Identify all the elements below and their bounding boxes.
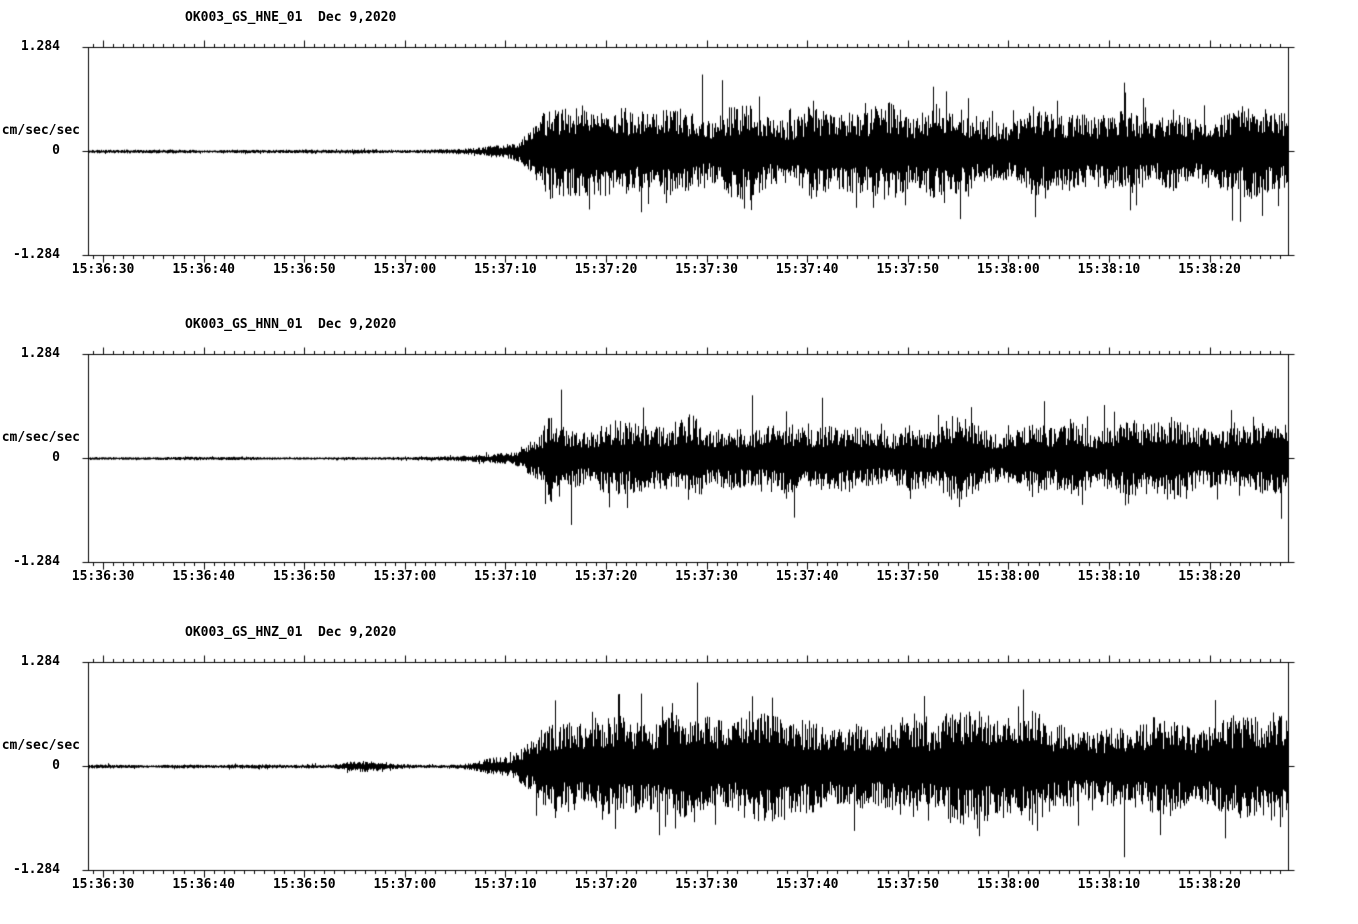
- x-tick-label: 15:37:20: [574, 569, 638, 584]
- x-tick-label: 15:37:20: [574, 877, 638, 892]
- y-axis-zero-label: 0: [52, 143, 60, 158]
- x-tick-label: 15:37:10: [474, 569, 537, 584]
- x-tick-label: 15:36:40: [172, 262, 235, 277]
- x-tick-label: 15:37:50: [876, 262, 940, 277]
- y-axis-max-label: 1.284: [20, 39, 60, 54]
- x-tick-label: 15:37:00: [373, 262, 437, 277]
- x-tick-label: 15:36:30: [71, 262, 135, 277]
- x-tick-label: 15:36:50: [272, 569, 336, 584]
- x-tick-label: 15:37:20: [574, 262, 638, 277]
- y-axis-unit-label: cm/sec/sec: [1, 430, 80, 445]
- seismogram-panel-hne: OK003_GS_HNE_01 Dec 9,2020 1.284 cm/sec/se…: [0, 5, 1358, 285]
- x-tick-label: 15:37:40: [775, 877, 839, 892]
- x-tick-label: 15:38:10: [1077, 569, 1141, 584]
- y-axis-min-label: -1.284: [13, 862, 60, 877]
- x-tick-label: 15:36:50: [272, 877, 336, 892]
- seismogram-panel-hnn: OK003_GS_HNN_01 Dec 9,2020 1.284 cm/sec/se…: [0, 312, 1358, 592]
- x-tick-label: 15:37:40: [775, 262, 839, 277]
- x-tick-label: 15:38:00: [977, 569, 1040, 584]
- x-tick-label: 15:38:20: [1178, 262, 1241, 277]
- y-axis-min-label: -1.284: [13, 554, 60, 569]
- x-tick-label: 15:37:50: [876, 877, 940, 892]
- y-axis-unit-label: cm/sec/sec: [1, 738, 80, 753]
- seismogram-panel-hnz: OK003_GS_HNZ_01 Dec 9,2020 1.284 cm/sec/se…: [0, 620, 1358, 900]
- panel-title: OK003_GS_HNZ_01 Dec 9,2020: [185, 625, 397, 640]
- x-tick-label: 15:38:00: [977, 262, 1040, 277]
- panel-title: OK003_GS_HNN_01 Dec 9,2020: [185, 317, 397, 332]
- x-tick-label: 15:37:00: [373, 569, 437, 584]
- x-tick-label: 15:38:20: [1178, 877, 1241, 892]
- x-tick-label: 15:37:10: [474, 262, 537, 277]
- x-tick-label: 15:38:00: [977, 877, 1040, 892]
- y-axis-zero-label: 0: [52, 450, 60, 465]
- x-tick-label: 15:38:20: [1178, 569, 1241, 584]
- x-tick-label: 15:36:30: [71, 877, 135, 892]
- y-axis-min-label: -1.284: [13, 247, 60, 262]
- panel-title: OK003_GS_HNE_01 Dec 9,2020: [185, 10, 397, 25]
- waveform-canvas-hne: [80, 39, 1296, 263]
- x-tick-label: 15:38:10: [1077, 262, 1141, 277]
- x-tick-label: 15:37:30: [675, 569, 738, 584]
- x-tick-label: 15:37:30: [675, 877, 738, 892]
- x-tick-label: 15:37:10: [474, 877, 537, 892]
- x-tick-label: 15:36:40: [172, 569, 235, 584]
- x-tick-label: 15:37:40: [775, 569, 839, 584]
- y-axis-max-label: 1.284: [20, 654, 60, 669]
- x-tick-label: 15:37:00: [373, 877, 437, 892]
- x-tick-label: 15:36:30: [71, 569, 135, 584]
- x-tick-label: 15:38:10: [1077, 877, 1141, 892]
- x-tick-label: 15:36:40: [172, 877, 235, 892]
- waveform-canvas-hnn: [80, 346, 1296, 570]
- x-tick-label: 15:37:50: [876, 569, 940, 584]
- y-axis-zero-label: 0: [52, 758, 60, 773]
- y-axis-max-label: 1.284: [20, 346, 60, 361]
- x-tick-label: 15:36:50: [272, 262, 336, 277]
- y-axis-unit-label: cm/sec/sec: [1, 123, 80, 138]
- waveform-canvas-hnz: [80, 654, 1296, 878]
- x-tick-label: 15:37:30: [675, 262, 738, 277]
